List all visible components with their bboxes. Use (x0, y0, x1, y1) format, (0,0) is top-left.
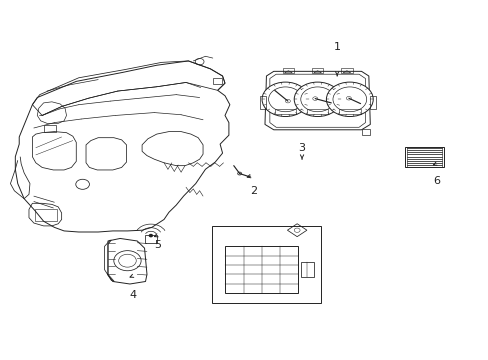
Circle shape (326, 82, 372, 117)
Polygon shape (264, 71, 369, 130)
Bar (338, 109, 360, 114)
Bar (145, 235, 157, 243)
Bar (361, 129, 369, 135)
Bar (274, 109, 296, 114)
Circle shape (237, 172, 241, 175)
Bar (282, 68, 294, 73)
Bar (43, 125, 56, 132)
Bar (405, 147, 444, 167)
Bar (35, 209, 57, 221)
Text: 5: 5 (154, 240, 161, 250)
Text: 3: 3 (298, 143, 305, 153)
Polygon shape (108, 238, 147, 284)
Bar (211, 226, 321, 303)
Bar (306, 109, 328, 114)
Text: 4: 4 (129, 291, 137, 301)
Bar (260, 96, 265, 109)
Text: 1: 1 (333, 42, 340, 52)
Text: 2: 2 (249, 186, 256, 197)
Circle shape (262, 82, 308, 117)
Bar (340, 68, 352, 73)
Circle shape (149, 234, 152, 237)
Bar (311, 68, 323, 73)
Bar (300, 262, 314, 277)
Circle shape (294, 82, 340, 117)
Bar (225, 246, 297, 293)
Text: 6: 6 (433, 176, 440, 186)
Bar (212, 78, 221, 84)
Bar (369, 96, 375, 109)
